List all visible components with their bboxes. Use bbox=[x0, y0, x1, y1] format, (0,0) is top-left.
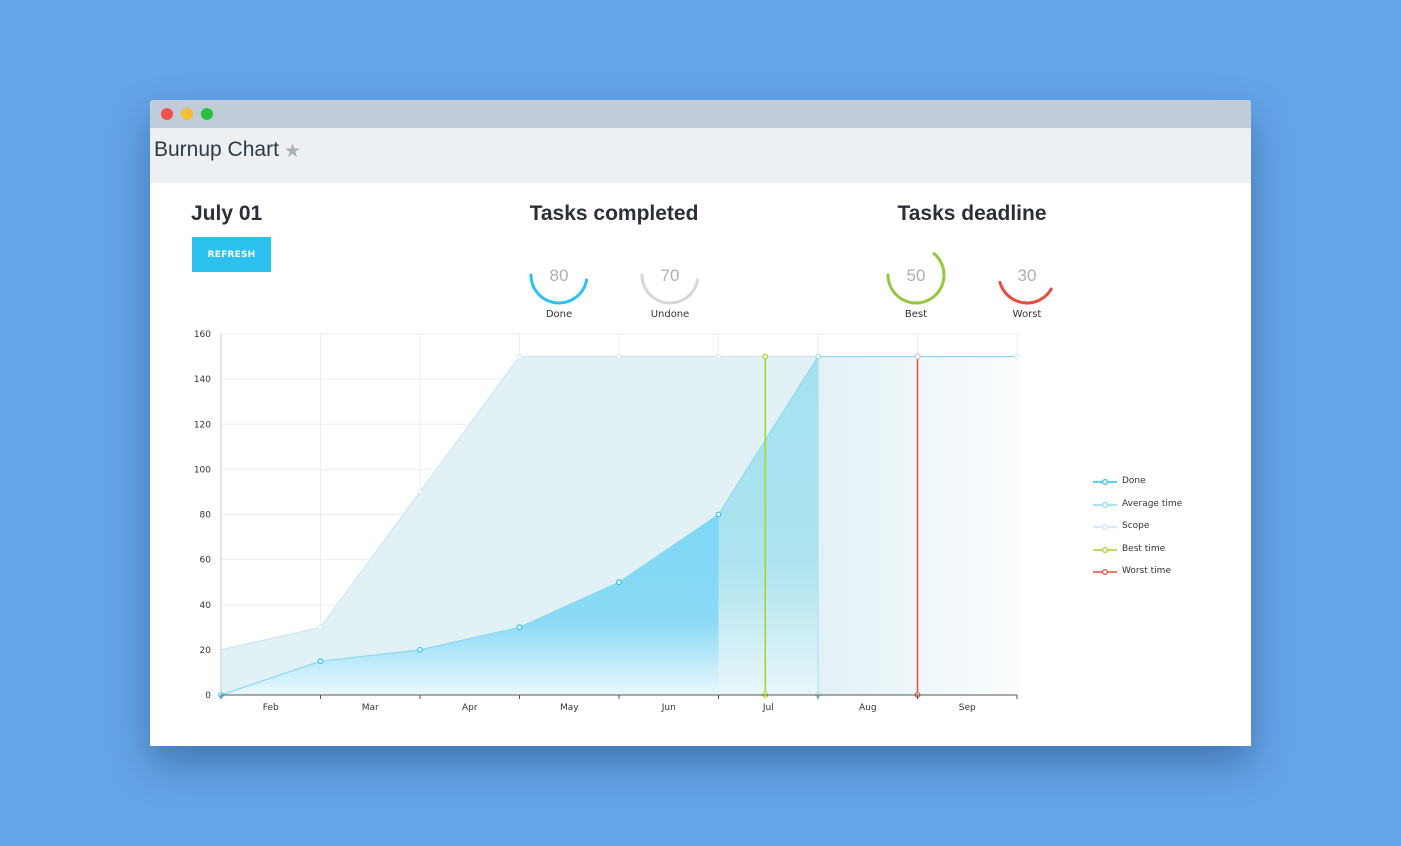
scope-point bbox=[1014, 353, 1020, 360]
legend-label: Scope bbox=[1122, 521, 1150, 531]
page-title: Burnup Chart bbox=[154, 138, 279, 161]
scope-point bbox=[417, 489, 423, 495]
minimize-window-button[interactable] bbox=[181, 108, 193, 120]
star-icon[interactable]: ★ bbox=[284, 140, 302, 162]
scope-point bbox=[516, 353, 523, 360]
maximize-window-button[interactable] bbox=[201, 108, 213, 120]
y-tick-label: 60 bbox=[200, 556, 212, 566]
tasks-completed-title: Tasks completed bbox=[529, 202, 699, 225]
average-time-point bbox=[815, 353, 821, 360]
gauges: 80 Done 70 Undone 50 Best 30 Worst bbox=[529, 252, 1053, 320]
done-point bbox=[516, 624, 523, 631]
gauge-ring bbox=[886, 252, 946, 305]
gauge-label: Best bbox=[905, 309, 927, 320]
y-tick-label: 100 bbox=[194, 465, 211, 475]
x-tick-label: Mar bbox=[362, 703, 379, 713]
gauge-value: 80 bbox=[550, 266, 569, 285]
gauge-label: Worst bbox=[1013, 309, 1042, 320]
y-tick-label: 40 bbox=[200, 601, 212, 611]
scope-point bbox=[715, 353, 722, 360]
legend-label: Average time bbox=[1122, 498, 1183, 509]
legend-label: Done bbox=[1122, 476, 1146, 486]
gauge-label: Done bbox=[546, 309, 572, 320]
average-time-area bbox=[718, 356, 818, 695]
done-point bbox=[417, 646, 423, 653]
scope-point bbox=[616, 353, 622, 360]
done-area bbox=[221, 514, 719, 695]
tasks-deadline-title: Tasks deadline bbox=[897, 202, 1047, 225]
y-tick-label: 120 bbox=[194, 420, 211, 430]
x-tick-label: Feb bbox=[263, 703, 279, 713]
gauge-value: 70 bbox=[661, 266, 680, 285]
x-tick-label: Jun bbox=[661, 703, 676, 713]
legend-label: Best time bbox=[1122, 543, 1166, 554]
close-window-button[interactable] bbox=[161, 108, 173, 120]
app-window: Burnup Chart ★ July 01 REFRESH Tasks com… bbox=[150, 100, 1251, 746]
x-tick-label: Aug bbox=[859, 703, 877, 713]
x-tick-label: Jul bbox=[762, 703, 774, 713]
gauge-label: Undone bbox=[651, 309, 690, 320]
burnup-chart: 0 20 40 60 80 100 120 140 160 Feb Mar Apr May Jun Jul A… bbox=[194, 330, 1020, 713]
x-tick-label: Sep bbox=[959, 703, 976, 713]
done-point bbox=[616, 579, 622, 586]
y-tick-label: 80 bbox=[200, 511, 212, 521]
x-tick-label: May bbox=[560, 703, 579, 713]
y-tick-label: 20 bbox=[200, 646, 212, 656]
page-header: Burnup Chart ★ bbox=[150, 128, 1251, 183]
best-time-point bbox=[762, 353, 769, 360]
gauge-value: 30 bbox=[1018, 266, 1037, 285]
title-bar bbox=[150, 100, 1251, 128]
scope-point bbox=[317, 624, 324, 631]
gauge-ring bbox=[529, 273, 589, 305]
y-tick-label: 160 bbox=[194, 330, 211, 340]
done-point bbox=[317, 658, 324, 665]
gauge-ring bbox=[998, 280, 1053, 305]
y-tick-label: 0 bbox=[205, 691, 211, 701]
refresh-button[interactable]: REFRESH bbox=[192, 237, 271, 272]
scope-point bbox=[914, 353, 921, 360]
done-line bbox=[220, 514, 719, 696]
x-tick-label: Apr bbox=[462, 703, 478, 713]
gauge-ring bbox=[640, 273, 700, 305]
y-tick-label: 140 bbox=[194, 375, 211, 385]
current-date: July 01 bbox=[191, 202, 263, 225]
gauge-value: 50 bbox=[907, 266, 926, 285]
done-point bbox=[715, 511, 722, 518]
legend-label: Worst time bbox=[1122, 566, 1171, 576]
